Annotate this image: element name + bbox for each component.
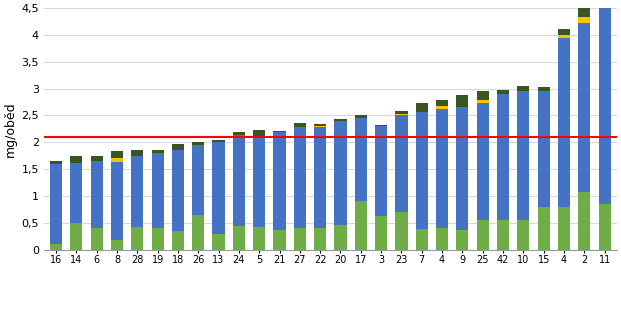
Bar <box>50 164 62 244</box>
Bar <box>212 139 225 142</box>
Bar <box>91 228 102 250</box>
Bar <box>233 226 245 250</box>
Bar <box>50 244 62 250</box>
Bar <box>70 223 83 250</box>
Bar <box>578 23 591 192</box>
Bar <box>436 228 448 250</box>
Bar <box>456 230 468 250</box>
Bar <box>355 201 367 250</box>
Bar <box>233 135 245 226</box>
Bar <box>192 215 204 250</box>
Bar <box>415 112 428 229</box>
Bar <box>253 136 265 227</box>
Bar <box>599 204 610 250</box>
Bar <box>456 95 468 107</box>
Bar <box>253 130 265 136</box>
Bar <box>111 162 123 240</box>
Bar <box>294 127 306 228</box>
Bar <box>172 144 184 150</box>
Bar <box>558 29 570 35</box>
Bar <box>192 145 204 215</box>
Bar <box>314 126 326 127</box>
Bar <box>599 0 610 8</box>
Bar <box>477 220 489 250</box>
Bar <box>131 150 143 156</box>
Bar <box>599 8 610 204</box>
Bar <box>273 230 286 250</box>
Bar <box>578 17 591 23</box>
Bar <box>538 207 550 250</box>
Bar <box>578 0 591 17</box>
Bar <box>436 109 448 228</box>
Bar <box>273 132 286 230</box>
Bar <box>294 123 306 127</box>
Bar <box>375 126 388 216</box>
Bar <box>538 91 550 207</box>
Bar <box>578 192 591 250</box>
Bar <box>152 153 164 228</box>
Bar <box>558 38 570 207</box>
Bar <box>152 150 164 153</box>
Bar <box>70 156 83 163</box>
Bar <box>192 142 204 145</box>
Bar <box>212 142 225 233</box>
Bar <box>477 100 489 103</box>
Bar <box>517 220 530 250</box>
Bar <box>396 212 407 250</box>
Bar <box>396 111 407 115</box>
Bar <box>152 228 164 250</box>
Bar <box>334 119 347 121</box>
Bar <box>436 106 448 109</box>
Bar <box>314 124 326 126</box>
Bar <box>253 227 265 250</box>
Bar <box>477 103 489 220</box>
Bar <box>172 231 184 250</box>
Bar <box>334 226 347 250</box>
Bar <box>111 151 123 158</box>
Bar <box>355 115 367 118</box>
Bar <box>517 91 530 220</box>
Bar <box>50 161 62 164</box>
Bar <box>538 87 550 91</box>
Bar <box>497 90 509 94</box>
Bar <box>91 156 102 161</box>
Bar <box>131 156 143 227</box>
Bar <box>355 118 367 201</box>
Bar <box>497 94 509 220</box>
Bar <box>233 132 245 135</box>
Bar <box>456 107 468 230</box>
Bar <box>91 161 102 228</box>
Bar <box>415 103 428 112</box>
Bar <box>111 240 123 250</box>
Bar <box>558 207 570 250</box>
Y-axis label: mg/oběd: mg/oběd <box>4 101 17 157</box>
Bar <box>273 131 286 132</box>
Bar <box>70 163 83 223</box>
Bar <box>497 220 509 250</box>
Bar <box>172 150 184 231</box>
Bar <box>436 100 448 106</box>
Bar <box>375 216 388 250</box>
Bar <box>396 115 407 212</box>
Bar <box>334 121 347 226</box>
Bar <box>517 86 530 91</box>
Bar <box>111 158 123 162</box>
Bar <box>131 227 143 250</box>
Bar <box>375 125 388 126</box>
Bar <box>558 35 570 38</box>
Bar <box>314 127 326 228</box>
Bar <box>212 233 225 250</box>
Bar <box>314 228 326 250</box>
Bar <box>294 228 306 250</box>
Bar <box>415 229 428 250</box>
Bar <box>477 91 489 100</box>
